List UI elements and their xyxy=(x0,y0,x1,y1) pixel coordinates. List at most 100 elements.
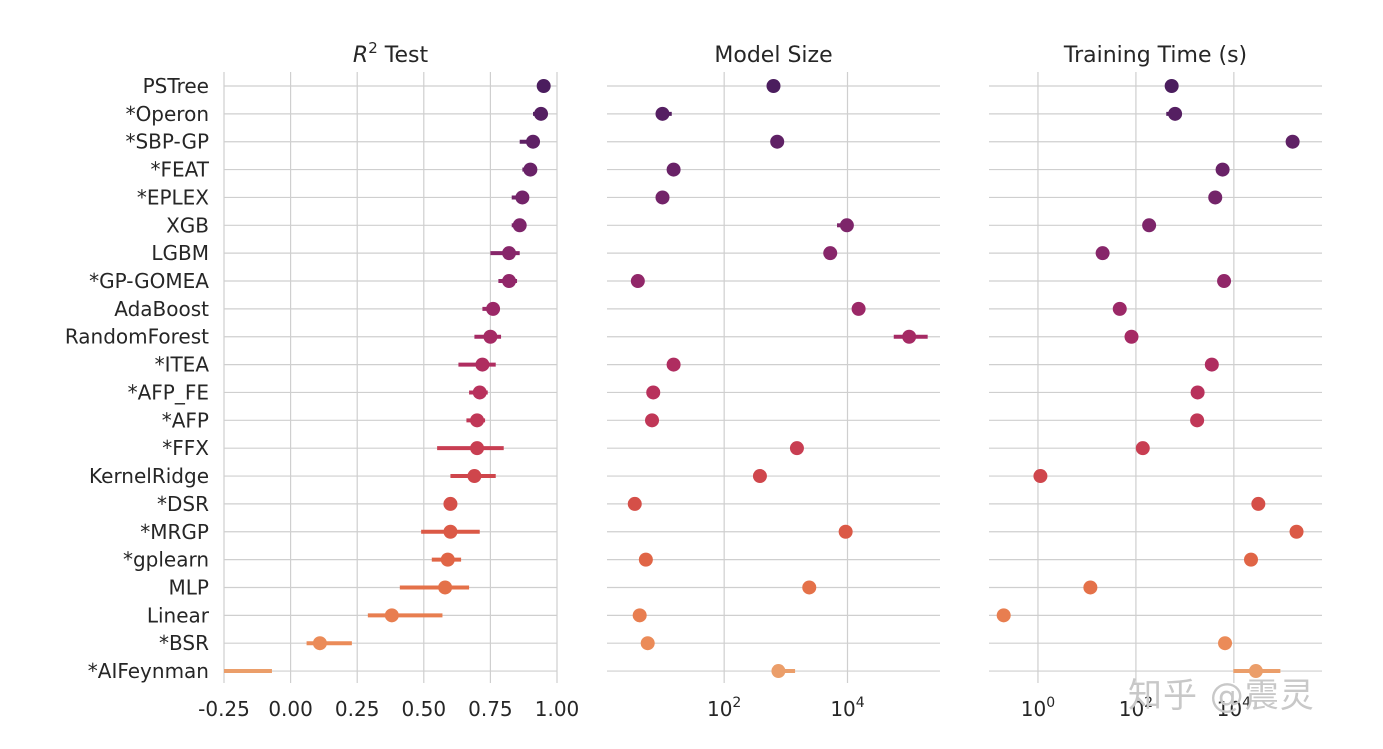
data-point xyxy=(515,190,530,205)
data-point xyxy=(1112,301,1127,316)
data-point xyxy=(1124,329,1139,344)
title-superscript: 2 xyxy=(368,39,378,57)
data-point xyxy=(996,608,1011,623)
data-point xyxy=(440,552,455,567)
method-label: *gplearn xyxy=(123,548,209,572)
data-point xyxy=(770,134,785,149)
data-point xyxy=(472,385,487,400)
data-point xyxy=(645,413,660,428)
data-point xyxy=(1142,218,1157,233)
data-point xyxy=(534,106,549,121)
method-label: *AFP xyxy=(162,408,209,432)
x-tick-label: 104 xyxy=(1217,695,1251,721)
x-tick-label: 0.75 xyxy=(468,697,513,721)
data-point xyxy=(1285,134,1300,149)
data-point xyxy=(632,608,647,623)
data-point xyxy=(1033,469,1048,484)
data-point xyxy=(1168,106,1183,121)
method-label: *BSR xyxy=(159,631,209,655)
data-point xyxy=(1215,162,1230,177)
data-point xyxy=(475,357,490,372)
data-point xyxy=(1204,357,1219,372)
data-point xyxy=(1190,413,1205,428)
data-point xyxy=(771,664,786,679)
data-point xyxy=(1248,664,1263,679)
method-label: *SBP-GP xyxy=(125,130,209,154)
method-label: MLP xyxy=(169,575,209,599)
data-point xyxy=(839,218,854,233)
title-symbol: R xyxy=(353,43,368,68)
tick-exponent: 4 xyxy=(1242,695,1251,711)
x-tick-label: 1.00 xyxy=(535,697,580,721)
data-point xyxy=(502,246,517,261)
data-point xyxy=(752,469,767,484)
method-label: XGB xyxy=(166,213,209,237)
x-tick-label: -0.25 xyxy=(198,697,250,721)
data-point xyxy=(823,246,838,261)
data-point xyxy=(470,441,485,456)
panel-title: Training Time (s) xyxy=(1063,43,1247,68)
data-point xyxy=(1208,190,1223,205)
data-point xyxy=(1083,580,1098,595)
tick-exponent: 4 xyxy=(856,695,865,711)
data-point xyxy=(1135,441,1150,456)
data-point xyxy=(536,79,551,93)
method-label: AdaBoost xyxy=(114,297,209,321)
data-point xyxy=(1095,246,1110,261)
data-point xyxy=(646,385,661,400)
tick-exponent: 2 xyxy=(1144,695,1153,711)
data-point xyxy=(512,218,527,233)
data-point xyxy=(526,134,541,149)
tick-exponent: 2 xyxy=(732,695,741,711)
method-label: PSTree xyxy=(143,74,209,98)
panel-title: R2 Test xyxy=(353,39,429,68)
data-point xyxy=(483,329,498,344)
data-point xyxy=(1289,524,1304,539)
data-point xyxy=(312,636,327,651)
method-label: *ITEA xyxy=(155,353,210,377)
method-label: *DSR xyxy=(157,492,209,516)
data-point xyxy=(523,162,538,177)
tick-base: 10 xyxy=(707,697,732,721)
data-point xyxy=(838,524,853,539)
data-point xyxy=(655,190,670,205)
data-point xyxy=(902,329,917,344)
x-tick-label: 104 xyxy=(830,695,864,721)
data-point xyxy=(1217,274,1232,289)
data-point xyxy=(638,552,653,567)
x-tick-label: 0.00 xyxy=(268,697,313,721)
tick-base: 10 xyxy=(1119,697,1144,721)
data-point xyxy=(438,580,453,595)
data-point xyxy=(486,301,501,316)
method-label: *FEAT xyxy=(151,158,210,182)
method-label: *MRGP xyxy=(140,520,209,544)
method-label: RandomForest xyxy=(65,325,209,349)
data-point xyxy=(851,301,866,316)
method-label: LGBM xyxy=(151,241,209,265)
tick-base: 10 xyxy=(1217,697,1242,721)
method-label: Linear xyxy=(147,603,210,627)
data-point xyxy=(627,496,642,511)
method-label: *AIFeynman xyxy=(88,659,209,683)
data-point xyxy=(630,274,645,289)
data-point xyxy=(467,469,482,484)
panel-title: Model Size xyxy=(714,43,832,68)
data-point xyxy=(1251,496,1266,511)
data-point xyxy=(655,106,670,121)
data-point xyxy=(789,441,804,456)
method-label: *GP-GOMEA xyxy=(89,269,209,293)
data-point xyxy=(1190,385,1205,400)
data-point xyxy=(384,608,399,623)
tick-exponent: 0 xyxy=(1046,695,1055,711)
tick-base: 10 xyxy=(830,697,855,721)
x-tick-label: 102 xyxy=(1119,695,1153,721)
watermark: 知乎 @震灵 xyxy=(1128,676,1315,716)
data-point xyxy=(470,413,485,428)
method-label: *AFP_FE xyxy=(128,380,209,404)
data-point xyxy=(443,496,458,511)
x-tick-label: 102 xyxy=(707,695,741,721)
data-point xyxy=(666,357,681,372)
title-text: Test xyxy=(378,43,429,68)
